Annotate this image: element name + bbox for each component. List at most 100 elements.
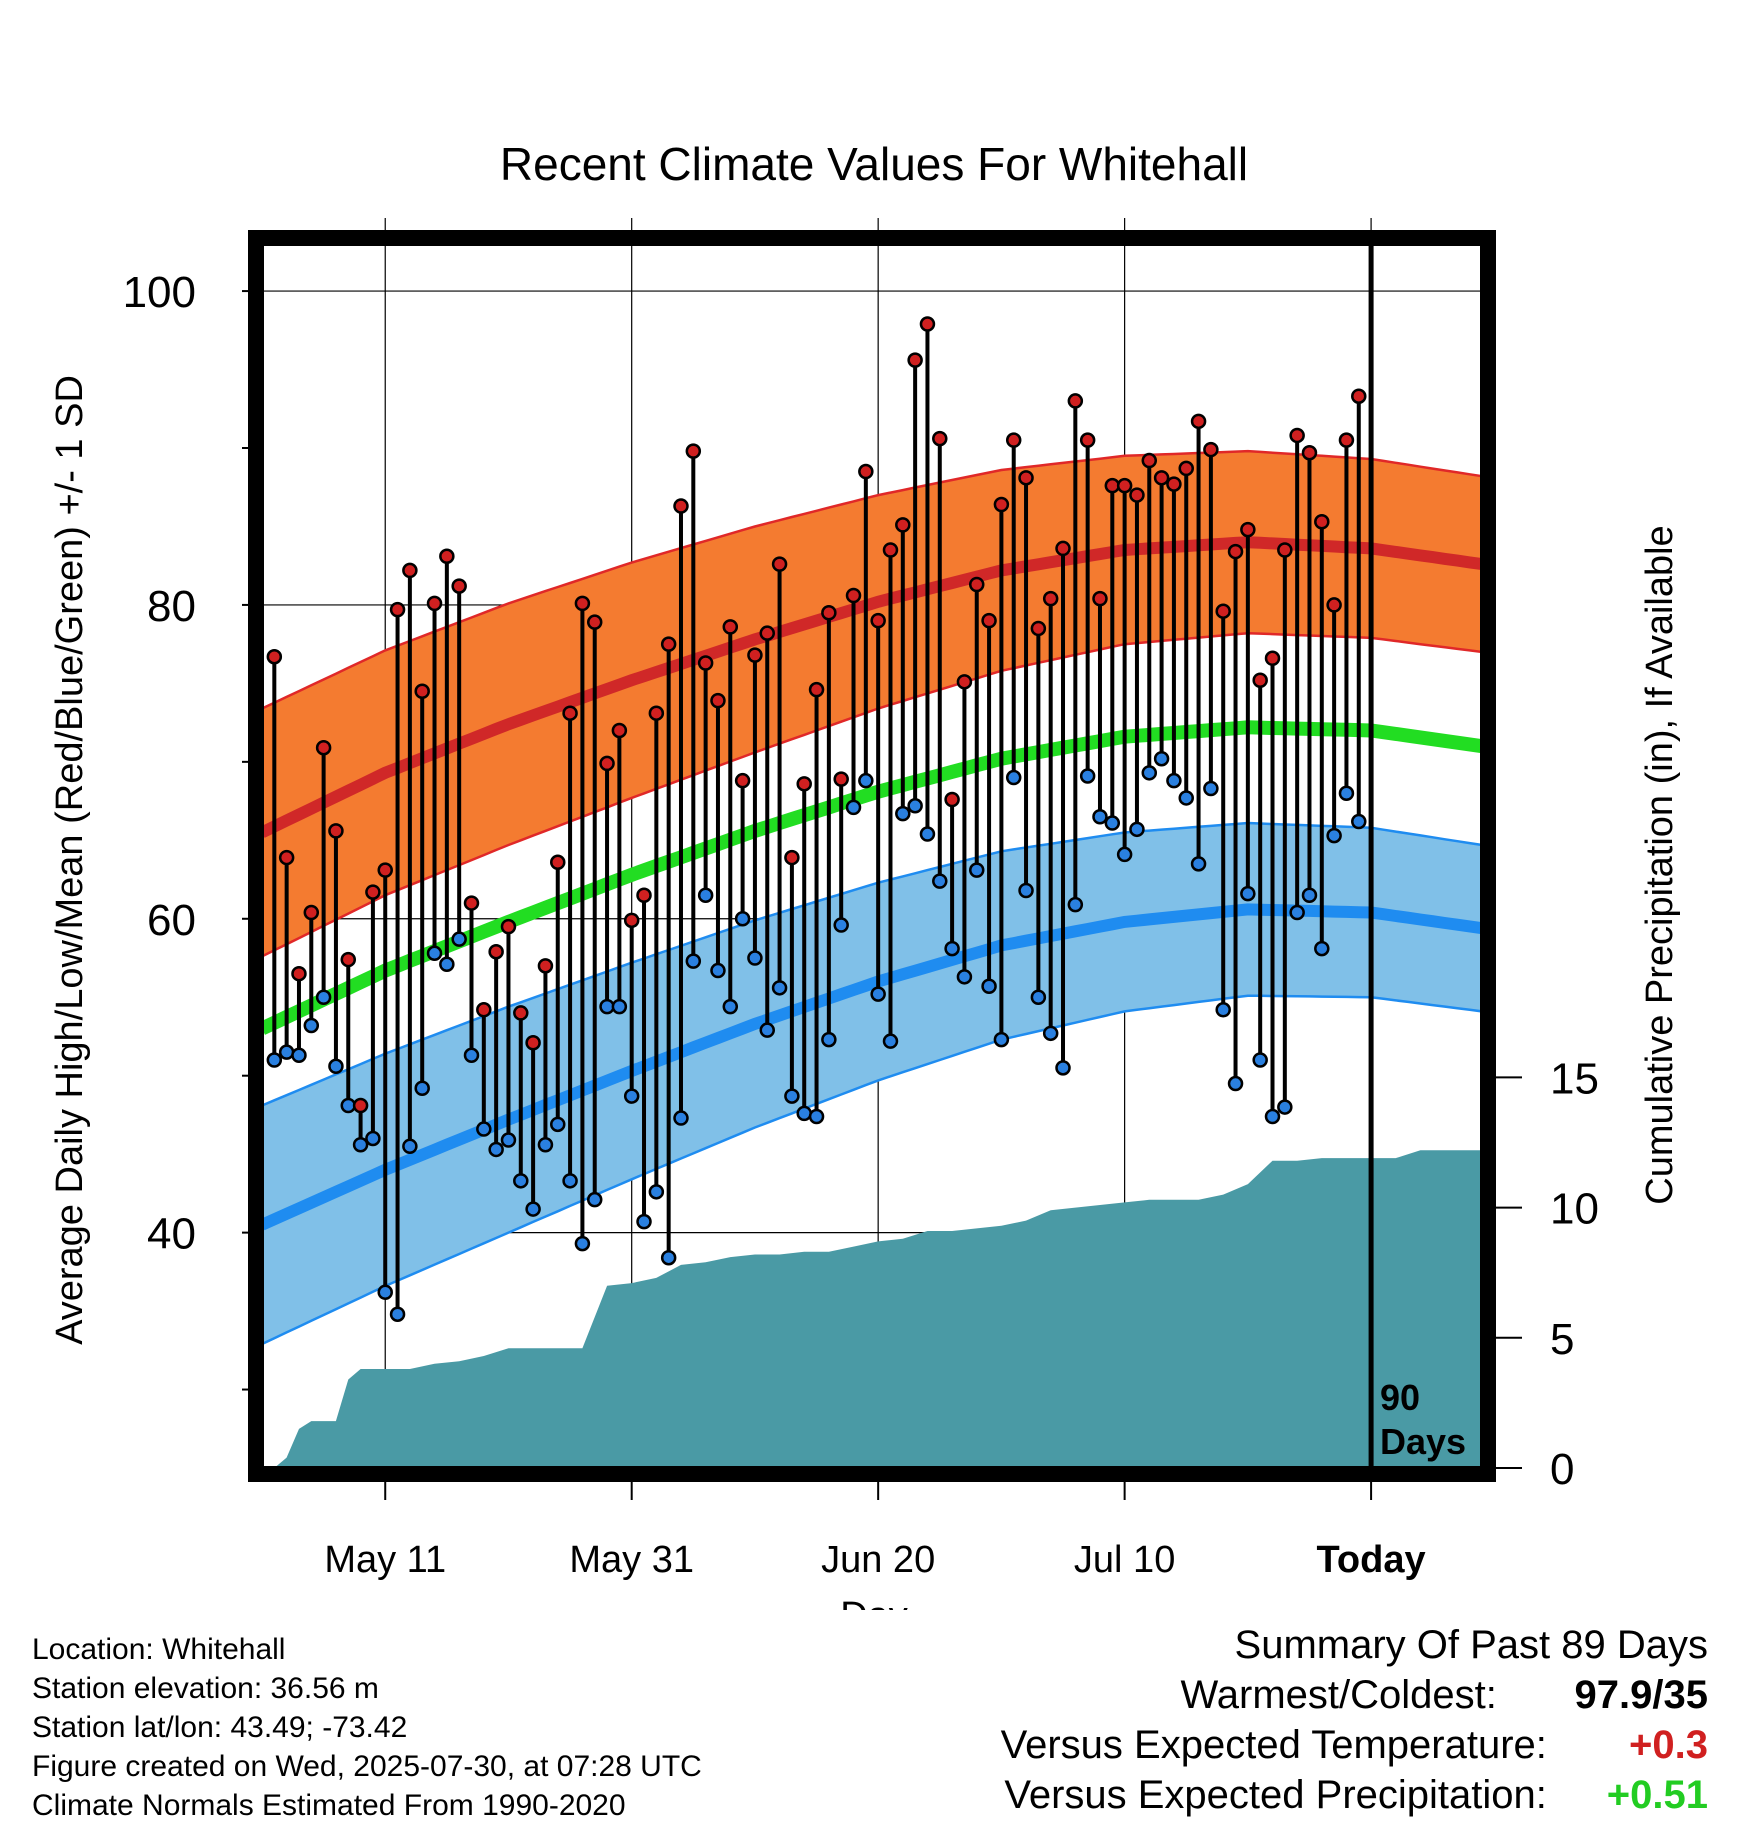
high-point [993, 496, 1010, 513]
high-point [550, 854, 566, 871]
low-point [389, 1306, 406, 1322]
low-point [1129, 821, 1145, 838]
summary-warmest-row: Warmest/Coldest: 97.9/35 [1001, 1670, 1709, 1720]
low-point [303, 1017, 320, 1034]
low-point [784, 1088, 800, 1104]
low-point [574, 1235, 591, 1252]
high-point [1166, 476, 1182, 492]
station-info: Location: Whitehall Station elevation: 3… [32, 1630, 702, 1825]
low-point [1116, 846, 1133, 863]
high-point [426, 595, 443, 612]
high-point [1301, 444, 1318, 461]
high-point [821, 605, 837, 621]
y-tick-label: 40 [147, 1210, 196, 1259]
low-point [882, 1033, 899, 1049]
y2-tick-label: 15 [1550, 1054, 1599, 1103]
high-point [771, 556, 788, 572]
frame-border [248, 230, 1496, 1482]
low-point [1141, 765, 1158, 781]
low-point [488, 1141, 504, 1158]
high-point [266, 648, 283, 665]
low-point [599, 998, 615, 1015]
high-point [439, 548, 455, 565]
high-point [451, 578, 467, 594]
low-point [1289, 904, 1305, 921]
low-point [266, 1052, 283, 1068]
low-point [1351, 813, 1367, 830]
y2-tick-label: 5 [1550, 1315, 1574, 1364]
normals-text: Climate Normals Estimated From 1990-2020 [32, 1789, 626, 1822]
y2-tick-label: 0 [1550, 1445, 1574, 1494]
low-point [845, 799, 862, 816]
x-tick-label: Today [1317, 1539, 1426, 1581]
low-point [315, 989, 332, 1005]
low-point [562, 1173, 578, 1189]
high-point [673, 498, 689, 514]
low-point [426, 945, 443, 962]
low-point [1067, 896, 1084, 913]
high-point [599, 755, 615, 772]
high-point [377, 862, 393, 878]
summary-temp-row: Versus Expected Temperature: +0.3 [1001, 1720, 1708, 1770]
high-point [660, 636, 677, 652]
high-point [1338, 432, 1355, 448]
low-point [513, 1173, 529, 1189]
low-point [451, 931, 467, 947]
low-point [907, 798, 923, 814]
high-point [1326, 597, 1342, 613]
low-point [919, 826, 936, 842]
low-point [340, 1097, 357, 1114]
y-tick-label: 80 [147, 582, 196, 631]
high-point [907, 352, 923, 368]
low-point [414, 1080, 430, 1096]
location-text: Location: Whitehall [32, 1633, 286, 1666]
chart-title: Recent Climate Values For Whitehall [500, 138, 1248, 190]
high-point [1116, 477, 1133, 494]
y2-axis-label: Cumulative Precipitation (in), If Availa… [1639, 525, 1681, 1204]
high-point [1042, 590, 1059, 607]
elevation-text: Station elevation: 36.56 m [32, 1672, 379, 1705]
low-point [402, 1138, 418, 1155]
high-point [1314, 514, 1330, 530]
high-point [1079, 432, 1096, 448]
high-point [1129, 487, 1145, 503]
low-point [352, 1136, 369, 1153]
precip-label: Versus Expected Precipitation: [1004, 1773, 1547, 1817]
high-point [1030, 620, 1047, 637]
high-point [574, 595, 591, 612]
low-point [858, 772, 874, 789]
high-point [513, 1005, 529, 1021]
low-point [895, 805, 911, 822]
high-point [402, 562, 418, 579]
low-normal-line [259, 903, 1483, 1231]
high-point [586, 614, 603, 630]
high-point [278, 849, 295, 866]
high-point [833, 771, 849, 787]
low-point [771, 980, 788, 996]
low-point [439, 956, 455, 973]
high-point [365, 884, 381, 900]
high-point [796, 776, 812, 792]
low-point [1215, 1002, 1231, 1018]
high-point [611, 722, 628, 739]
low-point [697, 887, 714, 903]
high-point [808, 681, 825, 698]
temp-label: Versus Expected Temperature: [1000, 1723, 1547, 1767]
low-point [623, 1088, 640, 1104]
high-point [1067, 393, 1084, 409]
high-point [1018, 470, 1034, 486]
low-point [1055, 1060, 1071, 1076]
low-point [1203, 780, 1219, 797]
low-point [796, 1105, 812, 1122]
low-point [734, 911, 751, 927]
high-point [1351, 388, 1367, 404]
low-point [981, 978, 997, 994]
low-point [1092, 809, 1108, 825]
high-point [1252, 672, 1268, 688]
daily-values [266, 316, 1367, 1322]
high-point [968, 576, 985, 593]
high-point [870, 612, 886, 629]
low-point [1030, 989, 1047, 1005]
high-point [315, 739, 332, 756]
high-point [648, 705, 665, 721]
